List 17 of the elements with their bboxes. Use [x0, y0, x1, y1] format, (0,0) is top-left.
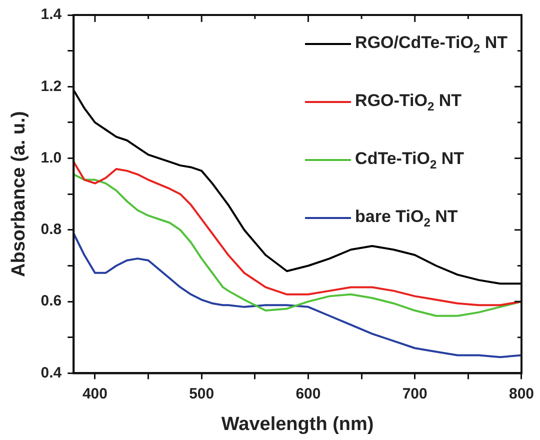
x-tick-label: 600 — [296, 385, 321, 402]
x-tick-label: 700 — [402, 385, 428, 402]
legend-label: CdTe-TiO$_{2}$ NT — [355, 148, 464, 172]
legend-label: RGO/CdTe-TiO$_{2}$ NT — [355, 32, 508, 56]
y-tick-label: 1.4 — [40, 6, 62, 24]
x-tick-label: 400 — [82, 385, 108, 402]
legend-label: RGO-TiO$_{2}$ NT — [355, 90, 462, 114]
y-tick-label: 0.6 — [40, 292, 62, 310]
y-tick-label: 1.0 — [40, 149, 62, 166]
x-tick-label: 500 — [189, 385, 214, 402]
x-axis-title: Wavelength (nm) — [221, 414, 374, 435]
x-tick-label: 800 — [508, 385, 534, 402]
y-axis-title: Absorbance (a. u.) — [8, 111, 30, 277]
legend-label: bare TiO$_{2}$ NT — [355, 206, 458, 230]
text: 0.4 — [40, 364, 62, 382]
y-tick-label: 1.2 — [40, 78, 62, 95]
y-tick-label: 0.8 — [40, 221, 62, 238]
